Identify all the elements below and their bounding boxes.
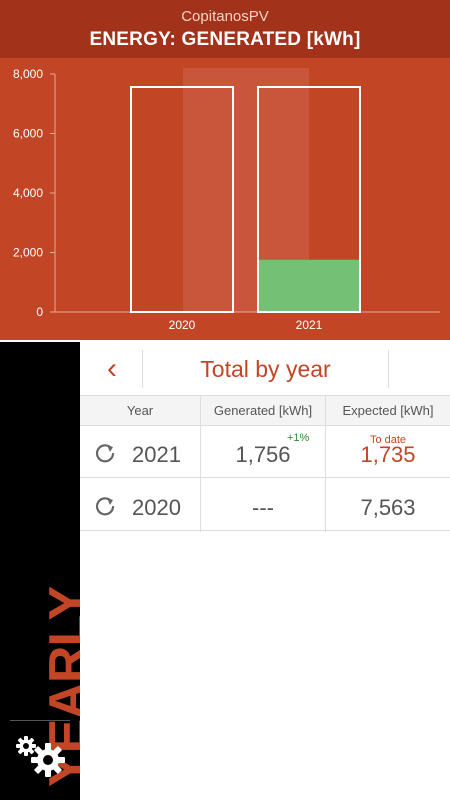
y-tick-label: 0	[36, 305, 43, 319]
row-year: 2021	[132, 442, 181, 467]
content-panel: ‹ Total by year Year Generated [kWh] Exp…	[80, 342, 450, 800]
page-title: ENERGY: GENERATED [kWh]	[89, 29, 361, 50]
app-name: CopitanosPV	[181, 8, 269, 25]
nav-bar: ‹ Total by year	[80, 342, 450, 396]
table-row[interactable]: 2021 +1% 1,756 To date 1,735	[80, 426, 450, 478]
row-generated: 1,756	[235, 442, 291, 467]
table-header: Year Generated [kWh] Expected [kWh]	[80, 396, 450, 426]
row-expected: 7,563	[360, 495, 416, 520]
energy-chart[interactable]: 0 2,000 4,000 6,000 8,000 2020 2021	[0, 58, 450, 340]
nav-title: Total by year	[200, 356, 331, 382]
y-tick-label: 6,000	[13, 127, 43, 141]
expected-note: To date	[369, 434, 407, 446]
column-divider	[325, 396, 326, 532]
row-year: 2020	[132, 495, 181, 520]
chevron-left-icon[interactable]: ‹	[107, 352, 117, 385]
refresh-icon[interactable]	[94, 442, 116, 464]
app-header: CopitanosPV ENERGY: GENERATED [kWh]	[0, 0, 450, 58]
y-tick-label: 2,000	[13, 246, 43, 260]
chart-svg: 0 2,000 4,000 6,000 8,000 2020 2021	[13, 67, 440, 332]
column-header-generated: Generated [kWh]	[213, 403, 313, 418]
bar-expected	[130, 86, 234, 314]
gear-icon[interactable]	[14, 734, 68, 778]
x-tick-label: 2020	[169, 318, 196, 332]
delta-badge: +1%	[287, 432, 310, 444]
y-tick-label: 8,000	[13, 67, 43, 81]
sidebar: YEARLY	[0, 342, 97, 800]
sidebar-divider	[10, 720, 70, 721]
table-row[interactable]: 2020 --- 7,563	[80, 479, 450, 531]
bar-expected	[257, 86, 361, 314]
column-divider	[200, 396, 201, 532]
row-expected: 1,735	[360, 442, 416, 467]
nav-separator	[388, 350, 389, 388]
x-tick-label: 2021	[296, 318, 323, 332]
column-header-expected: Expected [kWh]	[342, 403, 434, 418]
y-tick-label: 4,000	[13, 186, 43, 200]
nav-separator	[142, 350, 143, 388]
refresh-icon[interactable]	[94, 495, 116, 517]
bar-generated	[258, 259, 360, 312]
column-header-year: Year	[126, 403, 154, 418]
row-generated: ---	[252, 495, 274, 520]
